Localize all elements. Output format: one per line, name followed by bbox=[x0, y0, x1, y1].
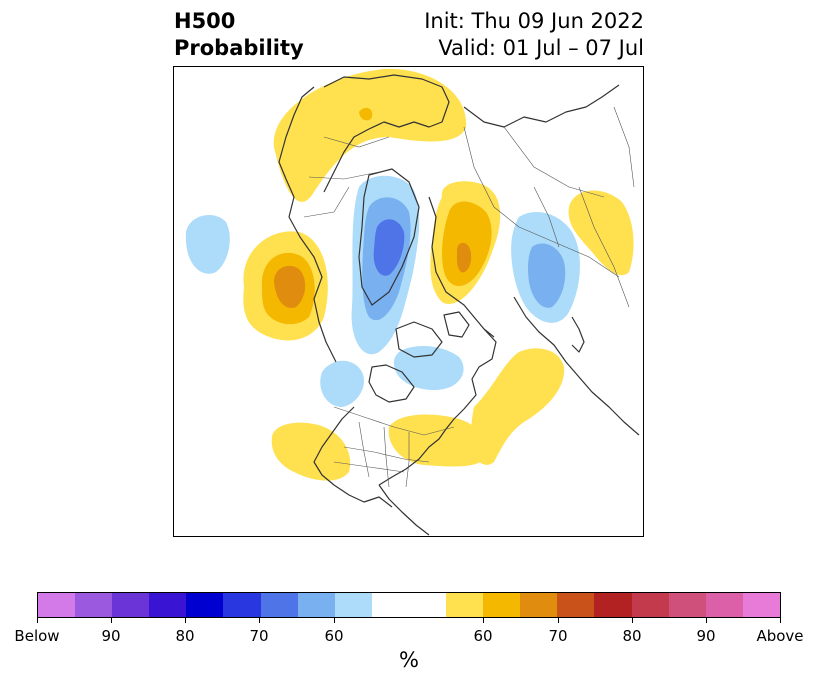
border-europe-2 bbox=[308, 171, 380, 180]
probability-map bbox=[185, 68, 640, 536]
coast-greenland bbox=[358, 168, 420, 306]
anomaly-below-greenland-80 bbox=[373, 219, 405, 276]
colorbar-above-seg-0 bbox=[446, 593, 484, 617]
coast-hudson-bay bbox=[368, 364, 415, 403]
coast-na-east bbox=[313, 406, 393, 508]
coastlines bbox=[278, 74, 640, 536]
coast-scandinavia bbox=[323, 74, 450, 193]
colorbar-label-above-90: 90 bbox=[696, 627, 716, 645]
colorbar-above-seg-4 bbox=[594, 593, 632, 617]
colorbar-above-seg-5 bbox=[631, 593, 669, 617]
border-asia-2 bbox=[533, 186, 560, 248]
anomaly-below-mid-atlantic bbox=[185, 214, 230, 274]
colorbar-unit-label: % bbox=[399, 648, 419, 672]
border-na-5 bbox=[405, 432, 410, 488]
colorbar-label-below: Below bbox=[14, 627, 60, 645]
colorbar-above-seg-1 bbox=[483, 593, 521, 617]
map-dates: Init: Thu 09 Jun 2022 Valid: 01 Jul – 07… bbox=[424, 8, 644, 62]
colorbar-label-above-80: 80 bbox=[622, 627, 642, 645]
coast-europe bbox=[278, 86, 337, 363]
anomaly-above-west-atlantic bbox=[271, 422, 351, 481]
valid-range: Valid: 01 Jul – 07 Jul bbox=[438, 36, 644, 60]
political-boundaries bbox=[303, 106, 635, 488]
init-date: Init: Thu 09 Jun 2022 bbox=[424, 9, 644, 33]
probability-colorbar bbox=[37, 592, 781, 618]
border-asia-3 bbox=[578, 186, 630, 308]
colorbar-below-seg-2 bbox=[112, 593, 150, 617]
title-variable: H500 bbox=[174, 9, 236, 33]
coast-asia-east bbox=[513, 296, 640, 436]
border-na-1 bbox=[333, 406, 455, 436]
colorbar-below-seg-3 bbox=[149, 593, 187, 617]
anomaly-below-arctic-canada bbox=[393, 345, 464, 391]
coast-mexico bbox=[378, 484, 430, 536]
colorbar-label-above-60: 60 bbox=[473, 627, 493, 645]
border-asia-4 bbox=[613, 106, 635, 188]
colorbar-below-seg-6 bbox=[260, 593, 298, 617]
border-asia-1 bbox=[518, 226, 620, 278]
colorbar-label-above-70: 70 bbox=[548, 627, 568, 645]
coast-siberia bbox=[428, 196, 495, 338]
colorbar-below-seg-1 bbox=[75, 593, 113, 617]
coast-arctic-islands bbox=[395, 321, 443, 358]
colorbar-tick bbox=[111, 618, 112, 623]
coast-japan bbox=[571, 316, 585, 353]
title-product: Probability bbox=[174, 36, 304, 60]
border-russia-1 bbox=[463, 126, 520, 228]
map-title: H500 Probability bbox=[174, 8, 304, 62]
colorbar-tick bbox=[334, 618, 335, 623]
anomaly-above-west-europe-80 bbox=[274, 265, 306, 308]
border-russia-2 bbox=[503, 126, 605, 198]
colorbar-label-below-70: 70 bbox=[249, 627, 269, 645]
colorbar-tick bbox=[558, 618, 559, 623]
anomaly-above-europe-north-core bbox=[359, 107, 373, 121]
colorbar-tick bbox=[37, 618, 38, 623]
anomaly-below-western-canada bbox=[320, 360, 364, 407]
colorbar-below-seg-8 bbox=[334, 593, 372, 617]
coast-alaska bbox=[463, 328, 497, 410]
border-na-3 bbox=[358, 421, 370, 478]
colorbar-tick bbox=[706, 618, 707, 623]
anomaly-above-siberia-70 bbox=[442, 201, 492, 287]
map-panel bbox=[173, 66, 644, 537]
coast-na-west bbox=[378, 408, 465, 486]
colorbar-above-seg-2 bbox=[520, 593, 558, 617]
border-na-4 bbox=[383, 426, 390, 488]
anomaly-above-europe-north bbox=[273, 68, 467, 202]
colorbar-below-seg-0 bbox=[38, 593, 76, 617]
anomaly-above-siberia-80 bbox=[456, 242, 472, 273]
colorbar-tick bbox=[632, 618, 633, 623]
colorbar-tick bbox=[259, 618, 260, 623]
below-normal-anomalies bbox=[185, 175, 580, 407]
colorbar-label-above: Above bbox=[756, 627, 804, 645]
colorbar-tick bbox=[185, 618, 186, 623]
anomaly-above-central-asia bbox=[568, 190, 634, 276]
colorbar-tick bbox=[483, 618, 484, 623]
anomaly-below-central-siberia-70 bbox=[528, 243, 566, 308]
colorbar-tick bbox=[780, 618, 781, 623]
colorbar-above-seg-8 bbox=[742, 593, 780, 617]
colorbar-above-seg-7 bbox=[705, 593, 743, 617]
above-normal-anomalies bbox=[243, 68, 634, 481]
border-na-2 bbox=[343, 446, 430, 463]
colorbar-below-seg-5 bbox=[223, 593, 261, 617]
coast-russia-arctic bbox=[463, 84, 620, 128]
colorbar-neutral-seg bbox=[371, 593, 447, 617]
border-europe-3 bbox=[303, 186, 350, 218]
colorbar-label-below-80: 80 bbox=[175, 627, 195, 645]
colorbar-above-seg-3 bbox=[557, 593, 595, 617]
anomaly-above-north-pacific bbox=[471, 348, 565, 465]
colorbar-label-below-60: 60 bbox=[324, 627, 344, 645]
border-na-6 bbox=[333, 461, 405, 473]
colorbar-label-below-90: 90 bbox=[101, 627, 121, 645]
colorbar-below-seg-4 bbox=[186, 593, 224, 617]
colorbar-above-seg-6 bbox=[668, 593, 706, 617]
border-europe-1 bbox=[323, 136, 390, 148]
coast-arctic-islands-2 bbox=[443, 311, 470, 338]
colorbar-below-seg-7 bbox=[297, 593, 335, 617]
